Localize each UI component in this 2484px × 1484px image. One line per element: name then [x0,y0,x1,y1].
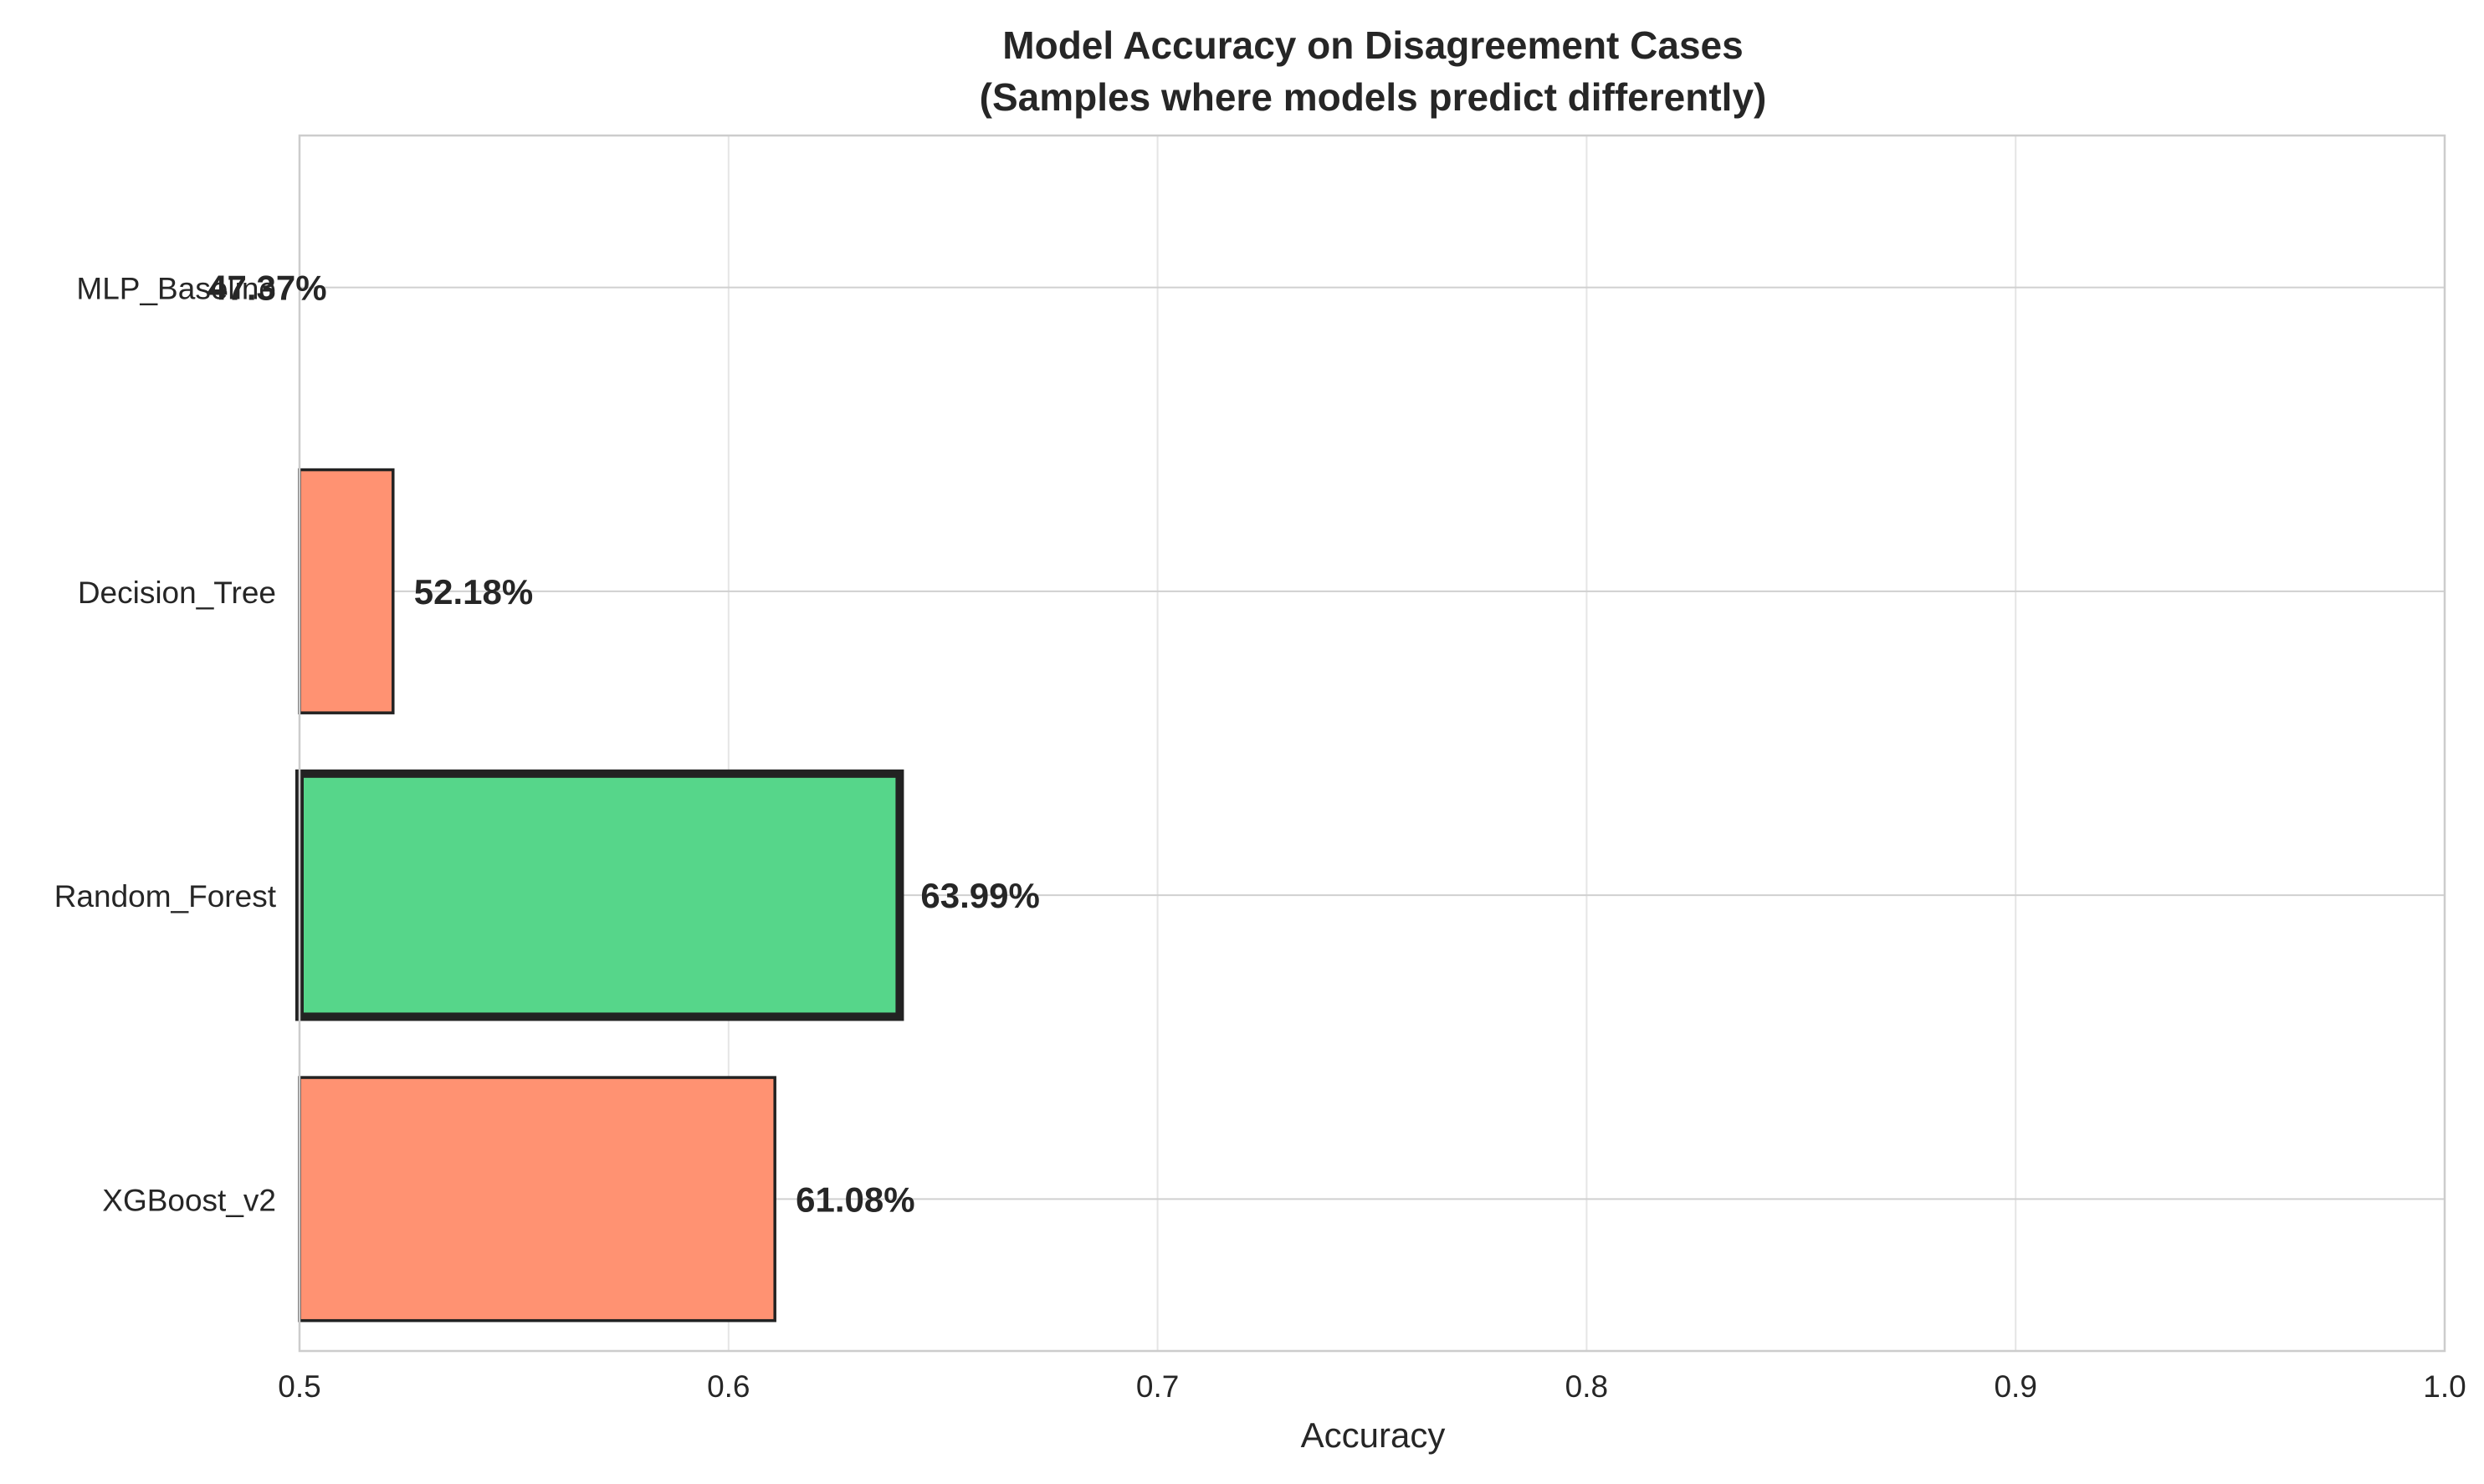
value-label: 63.99% [920,876,1039,915]
x-tick-label: 0.9 [1994,1369,2036,1404]
plot-frame [298,134,2446,1353]
axes-spines [298,134,2446,1353]
x-tick-label: 0.5 [278,1369,320,1404]
y-tick-label: XGBoost_v2 [102,1183,276,1217]
value-labels: 61.08% 63.99% 52.18% 47.37% [207,269,1040,1220]
tick-labels: XGBoost_v2 Random_Forest Decision_Tree MLP_… [54,272,2466,1404]
x-axis-label: Accuracy [1301,1415,1446,1455]
chart-subtitle: (Samples where models predict differentl… [980,75,1767,119]
y-tick-label: Random_Forest [54,879,277,913]
bar-xgboost-v2 [298,1076,776,1323]
x-tick-label: 0.7 [1136,1369,1179,1404]
value-label: 52.18% [414,572,533,612]
bar-decision-tree [298,468,395,714]
value-label: 61.08% [796,1180,914,1219]
x-tick-label: 1.0 [2423,1369,2466,1404]
x-tick-label: 0.8 [1565,1369,1608,1404]
value-label: 47.37% [207,269,326,308]
y-tick-label: Decision_Tree [78,576,276,610]
chart-title: Model Accuracy on Disagreement Cases [1002,23,1743,67]
x-tick-label: 0.6 [707,1369,750,1404]
y-tick-label: MLP_Baseline [76,272,276,306]
bars [295,468,904,1323]
bar-random-forest [295,769,904,1021]
